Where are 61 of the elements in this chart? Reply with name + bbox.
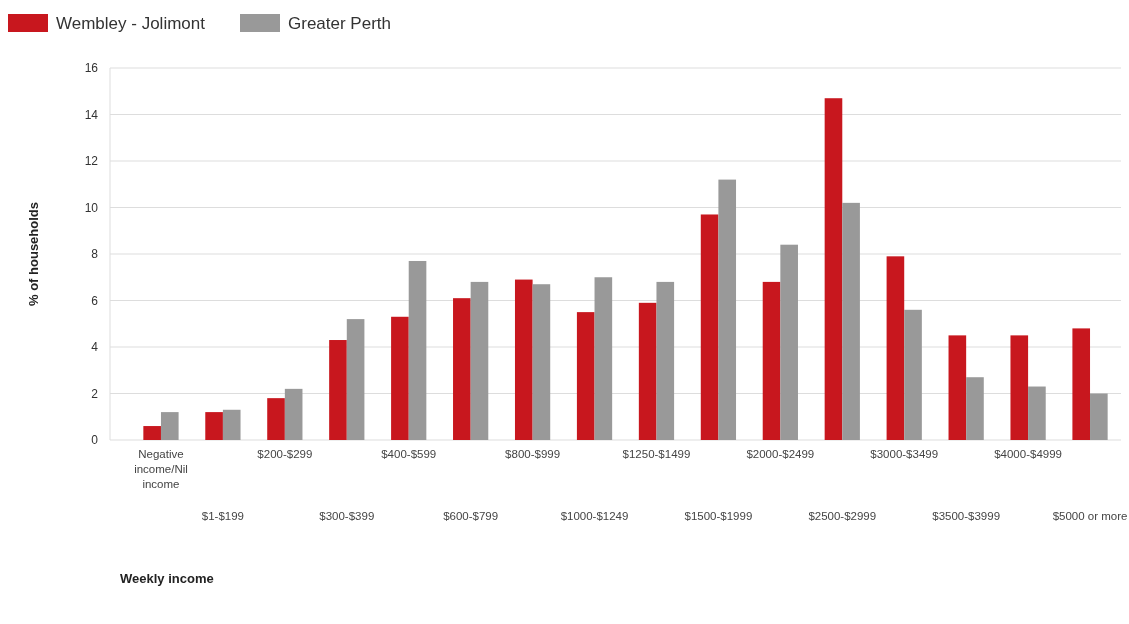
bar [762,281,781,440]
bar [966,377,984,440]
x-tick-label: $1-$199 [201,510,245,522]
y-axis-title: % of households [26,202,41,306]
y-tick-label: 16 [84,61,99,76]
bar [284,388,303,440]
bar [576,312,595,440]
bar [222,409,241,440]
x-tick-label: $200-$299 [257,448,313,460]
x-tick-label: $2000-$2499 [746,448,815,460]
bar [1072,328,1091,440]
x-tick-label: $3500-$3999 [932,510,1001,522]
bar [780,244,798,440]
y-tick-label: 6 [91,293,99,308]
bar [143,426,161,440]
x-tick-label: $400-$599 [381,448,437,460]
bar [160,412,179,440]
y-tick-label: 12 [84,154,99,169]
y-tick-label: 2 [91,386,99,401]
bar [1010,335,1029,440]
bar [842,202,860,440]
bar [656,281,675,440]
bar [948,335,967,440]
bar [700,214,719,440]
bar [408,260,427,440]
y-tick-label: 4 [91,340,99,355]
x-tick-label: Negative income/Nil income [134,448,188,490]
bar [1090,393,1108,440]
x-tick-label: $600-$799 [443,510,499,522]
bar [532,284,551,440]
x-tick-label: $800-$999 [505,448,561,460]
bar [886,256,905,440]
bar [267,398,285,440]
y-tick-label: 8 [91,247,99,262]
x-tick-label: $4000-$4999 [994,448,1062,460]
y-tick-label: 14 [84,107,99,122]
bar [1028,386,1046,440]
x-tick-label: $3000-$3499 [870,448,939,460]
x-tick-label: $5000 or more [1052,510,1128,522]
y-tick-label: 10 [84,200,99,215]
x-tick-label: $1250-$1499 [622,448,691,460]
x-axis-title: Weekly income [120,571,214,586]
bar [453,298,471,440]
bar [638,302,657,440]
x-tick-label: $1000-$1249 [560,510,629,522]
bar [514,279,533,440]
x-tick-label: $2500-$2999 [808,510,877,522]
x-tick-label: $1500-$1999 [684,510,753,522]
legend-label: Greater Perth [288,13,391,33]
y-tick-label: 0 [91,433,99,448]
bar [329,340,347,440]
bar [718,179,737,440]
bar [470,281,489,440]
x-tick-label: $300-$399 [319,510,375,522]
legend-label: Wembley - Jolimont [56,13,206,33]
bar [594,277,613,440]
bar [824,98,843,440]
bar [346,319,365,440]
bar [205,412,223,440]
bar [391,316,409,440]
bar [904,309,922,440]
